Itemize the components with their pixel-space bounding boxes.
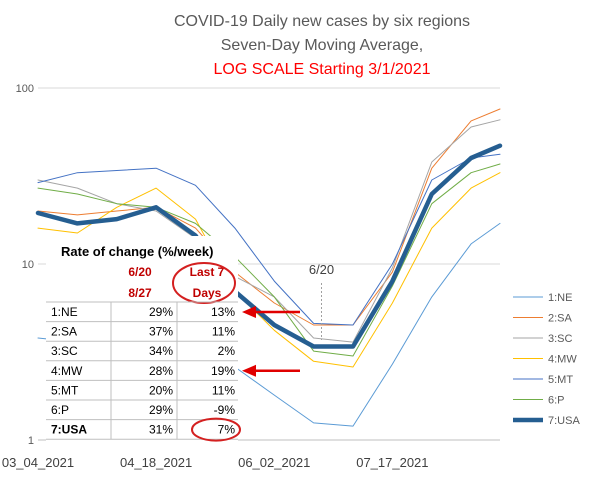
annotation-6-20: 6/20 <box>309 262 334 277</box>
table-cell-6-20: 20% <box>149 383 173 397</box>
table-row-label: 4:MW <box>51 364 83 378</box>
series-line-7usa <box>35 143 503 349</box>
table-row-label: 7:USA <box>51 423 87 437</box>
col1-header-line1: 6/20 <box>128 265 152 279</box>
title-line-1: COVID-19 Daily new cases by six regions <box>174 13 470 30</box>
table-row-label: 6:P <box>51 403 69 417</box>
series-line-4mw <box>37 172 501 368</box>
x-tick-label: 03_04_2021 <box>2 455 74 470</box>
subtitle-log-scale: LOG SCALE Starting 3/1/2021 <box>213 61 430 78</box>
usa-highlight-circle <box>191 417 241 442</box>
y-tick-label: 100 <box>16 83 34 95</box>
highlight-arrowhead <box>242 364 256 377</box>
highlight-arrowhead <box>242 306 256 318</box>
col2-header-line2: Days <box>193 286 222 300</box>
table-cell-6-20: 28% <box>149 364 173 378</box>
table-cell-last7: 2% <box>218 344 236 358</box>
table-cell-last7: 13% <box>211 305 235 319</box>
y-tick-label: 10 <box>22 259 34 271</box>
annotations: 6/20 <box>309 262 334 340</box>
table-cell-last7: 11% <box>212 325 235 339</box>
table-cell-6-20: 29% <box>149 403 173 417</box>
table-background <box>46 236 238 444</box>
col1-header-line2: 8/27 <box>128 286 152 300</box>
last7days-highlight-circle <box>172 262 236 304</box>
legend-label: 6:P <box>548 395 565 407</box>
axes: 1 10 100 03_04_2021 04_18_2021 06_02_2021 07_1… <box>2 83 500 470</box>
table-row-label: 1:NE <box>51 305 78 319</box>
table-row-label: 3:SC <box>51 344 78 358</box>
legend-label: 5:MT <box>548 374 573 386</box>
table-cell-6-20: 29% <box>149 305 173 319</box>
x-tick-label: 07_17_2021 <box>356 455 428 470</box>
table-row-label: 5:MT <box>51 383 79 397</box>
table-cell-last7: 19% <box>211 364 235 378</box>
chart-title: COVID-19 Daily new cases by six regions … <box>174 13 470 78</box>
table-row-label: 2:SA <box>51 325 77 339</box>
y-tick-label: 1 <box>28 435 34 447</box>
table-cell-last7: 11% <box>212 383 235 397</box>
legend-label: 3:SC <box>548 333 573 345</box>
legend-label: 4:MW <box>548 354 577 366</box>
table-cell-6-20: 37% <box>149 325 173 339</box>
title-line-2: Seven-Day Moving Average, <box>221 37 423 54</box>
rate-of-change-table: Rate of change (%/week) 6/20 8/27 Last 7 Day… <box>46 236 300 444</box>
legend-label: 2:SA <box>548 313 573 325</box>
series-line-6p <box>37 163 501 357</box>
x-tick-label: 06_02_2021 <box>238 455 310 470</box>
series-line-2sa <box>37 108 501 326</box>
series-line-5mt <box>37 153 501 326</box>
x-tick-label: 04_18_2021 <box>120 455 192 470</box>
legend-label: 1:NE <box>548 292 572 304</box>
legend: 1:NE 2:SA 3:SC 4:MW 5:MT 6:P 7:USA <box>513 292 580 427</box>
table-cell-6-20: 34% <box>149 344 173 358</box>
table-cell-last7: -9% <box>214 403 236 417</box>
table-cell-6-20: 31% <box>149 423 173 437</box>
legend-label: 7:USA <box>548 415 580 427</box>
col2-header-line1: Last 7 <box>190 265 225 279</box>
table-cell-last7: 7% <box>218 423 236 437</box>
table-title: Rate of change (%/week) <box>61 244 213 259</box>
usa-line-layer <box>35 143 503 349</box>
